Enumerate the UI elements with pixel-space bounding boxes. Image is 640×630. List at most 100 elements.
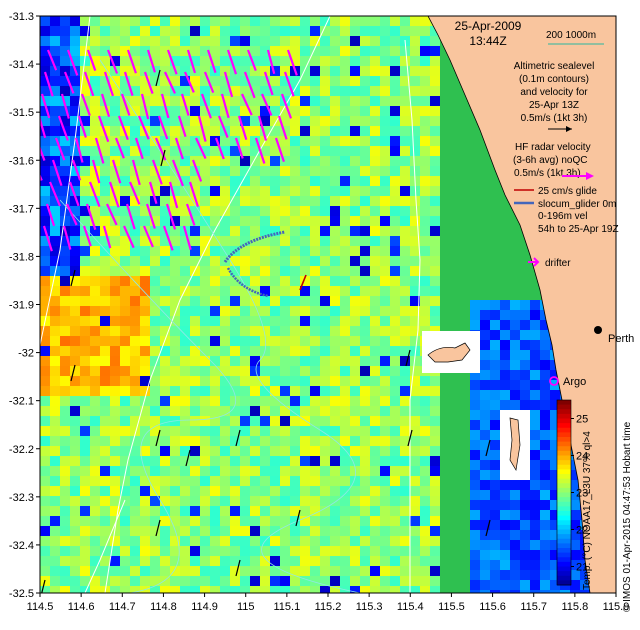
sst-cell xyxy=(340,66,350,76)
sst-cell xyxy=(50,316,60,326)
sst-cell xyxy=(70,106,80,116)
sst-cell xyxy=(350,556,360,566)
radar-arrow xyxy=(62,225,72,250)
sst-cell xyxy=(190,176,200,186)
radar-arrow xyxy=(177,115,187,137)
sst-cell xyxy=(330,576,340,586)
colorbar-cell xyxy=(557,529,571,535)
sst-cell xyxy=(270,526,280,536)
sst-cell xyxy=(230,446,240,456)
sst-cell xyxy=(190,256,200,266)
sst-cell xyxy=(300,136,310,146)
sst-cell xyxy=(160,446,170,456)
sst-cell xyxy=(340,346,350,356)
sst-cell xyxy=(180,186,190,196)
sst-cell xyxy=(130,296,140,306)
sst-cell xyxy=(520,300,530,310)
sst-cell xyxy=(280,256,290,266)
sst-cell xyxy=(40,146,50,156)
sst-cell xyxy=(150,146,160,156)
sst-cell xyxy=(510,380,520,390)
sst-cell xyxy=(270,316,280,326)
radar-arrow xyxy=(24,226,34,250)
y-axis: -31.3-31.4-31.5-31.6-31.7-31.8-31.9-32-3… xyxy=(9,11,40,600)
sst-cell xyxy=(110,436,120,446)
altimetry-arrow xyxy=(235,429,241,447)
sst-cell xyxy=(420,106,430,116)
sst-cell xyxy=(290,506,300,516)
colorbar-cell xyxy=(557,446,571,452)
sst-cell xyxy=(160,436,170,446)
sst-cell xyxy=(280,436,290,446)
sst-cell xyxy=(250,456,260,466)
sst-cell xyxy=(470,490,480,500)
sst-cell xyxy=(100,216,110,226)
sst-cell xyxy=(330,416,340,426)
sst-cell xyxy=(200,226,210,236)
sst-cell xyxy=(350,366,360,376)
sst-cell xyxy=(80,376,90,386)
sst-cell xyxy=(210,186,220,196)
sst-cell xyxy=(320,496,330,506)
sst-cell xyxy=(70,456,80,466)
sst-cell xyxy=(190,96,200,106)
sst-cell xyxy=(160,256,170,266)
sst-cell xyxy=(360,116,370,126)
sst-cell xyxy=(150,166,160,176)
sst-cell xyxy=(300,256,310,266)
sst-cell xyxy=(200,326,210,336)
sst-cell xyxy=(400,226,410,236)
sst-cell xyxy=(540,390,550,400)
sst-cell xyxy=(50,46,60,56)
sst-cell xyxy=(510,350,520,360)
sst-cell xyxy=(260,496,270,506)
sst-cell xyxy=(60,76,70,86)
sst-cell xyxy=(80,526,90,536)
svg-text:Altimetric sealevel: Altimetric sealevel xyxy=(514,61,595,72)
sst-cell xyxy=(430,156,440,166)
sst-cell xyxy=(370,336,380,346)
sst-cell xyxy=(380,406,390,416)
sst-cell xyxy=(180,216,190,226)
x-tick-label: 115.9 xyxy=(603,601,630,613)
colorbar-cell xyxy=(557,483,571,489)
sst-cell xyxy=(50,206,60,216)
sst-cell xyxy=(60,66,70,76)
sst-cell xyxy=(170,426,180,436)
sst-cell xyxy=(40,336,50,346)
sst-cell xyxy=(400,266,410,276)
sst-cell xyxy=(40,486,50,496)
sst-cell xyxy=(270,466,280,476)
sst-cell xyxy=(90,336,100,346)
sst-cell xyxy=(390,26,400,36)
sst-cell xyxy=(200,36,210,46)
sst-cell xyxy=(540,450,550,460)
sst-cell xyxy=(380,196,390,206)
sst-cell xyxy=(350,236,360,246)
sst-cell xyxy=(270,26,280,36)
sst-cell xyxy=(100,36,110,46)
sst-cell xyxy=(140,286,150,296)
sst-cell xyxy=(150,326,160,336)
sst-cell xyxy=(150,286,160,296)
sst-cell xyxy=(40,556,50,566)
radar-arrow xyxy=(94,137,105,164)
sst-cell xyxy=(80,36,90,46)
sst-cell xyxy=(500,490,510,500)
sst-cell xyxy=(520,500,530,510)
sst-cell xyxy=(300,406,310,416)
sst-cell xyxy=(180,136,190,146)
sst-cell xyxy=(260,246,270,256)
sst-cell xyxy=(400,576,410,586)
sst-cell xyxy=(300,576,310,586)
sst-cell xyxy=(230,466,240,476)
sst-cell xyxy=(70,396,80,406)
sst-cell xyxy=(390,226,400,236)
sst-cell xyxy=(520,580,530,590)
sst-cell xyxy=(360,316,370,326)
sst-cell xyxy=(360,546,370,556)
sst-cell xyxy=(160,196,170,206)
sst-cell xyxy=(230,526,240,536)
sst-cell xyxy=(120,516,130,526)
sst-cell xyxy=(330,366,340,376)
